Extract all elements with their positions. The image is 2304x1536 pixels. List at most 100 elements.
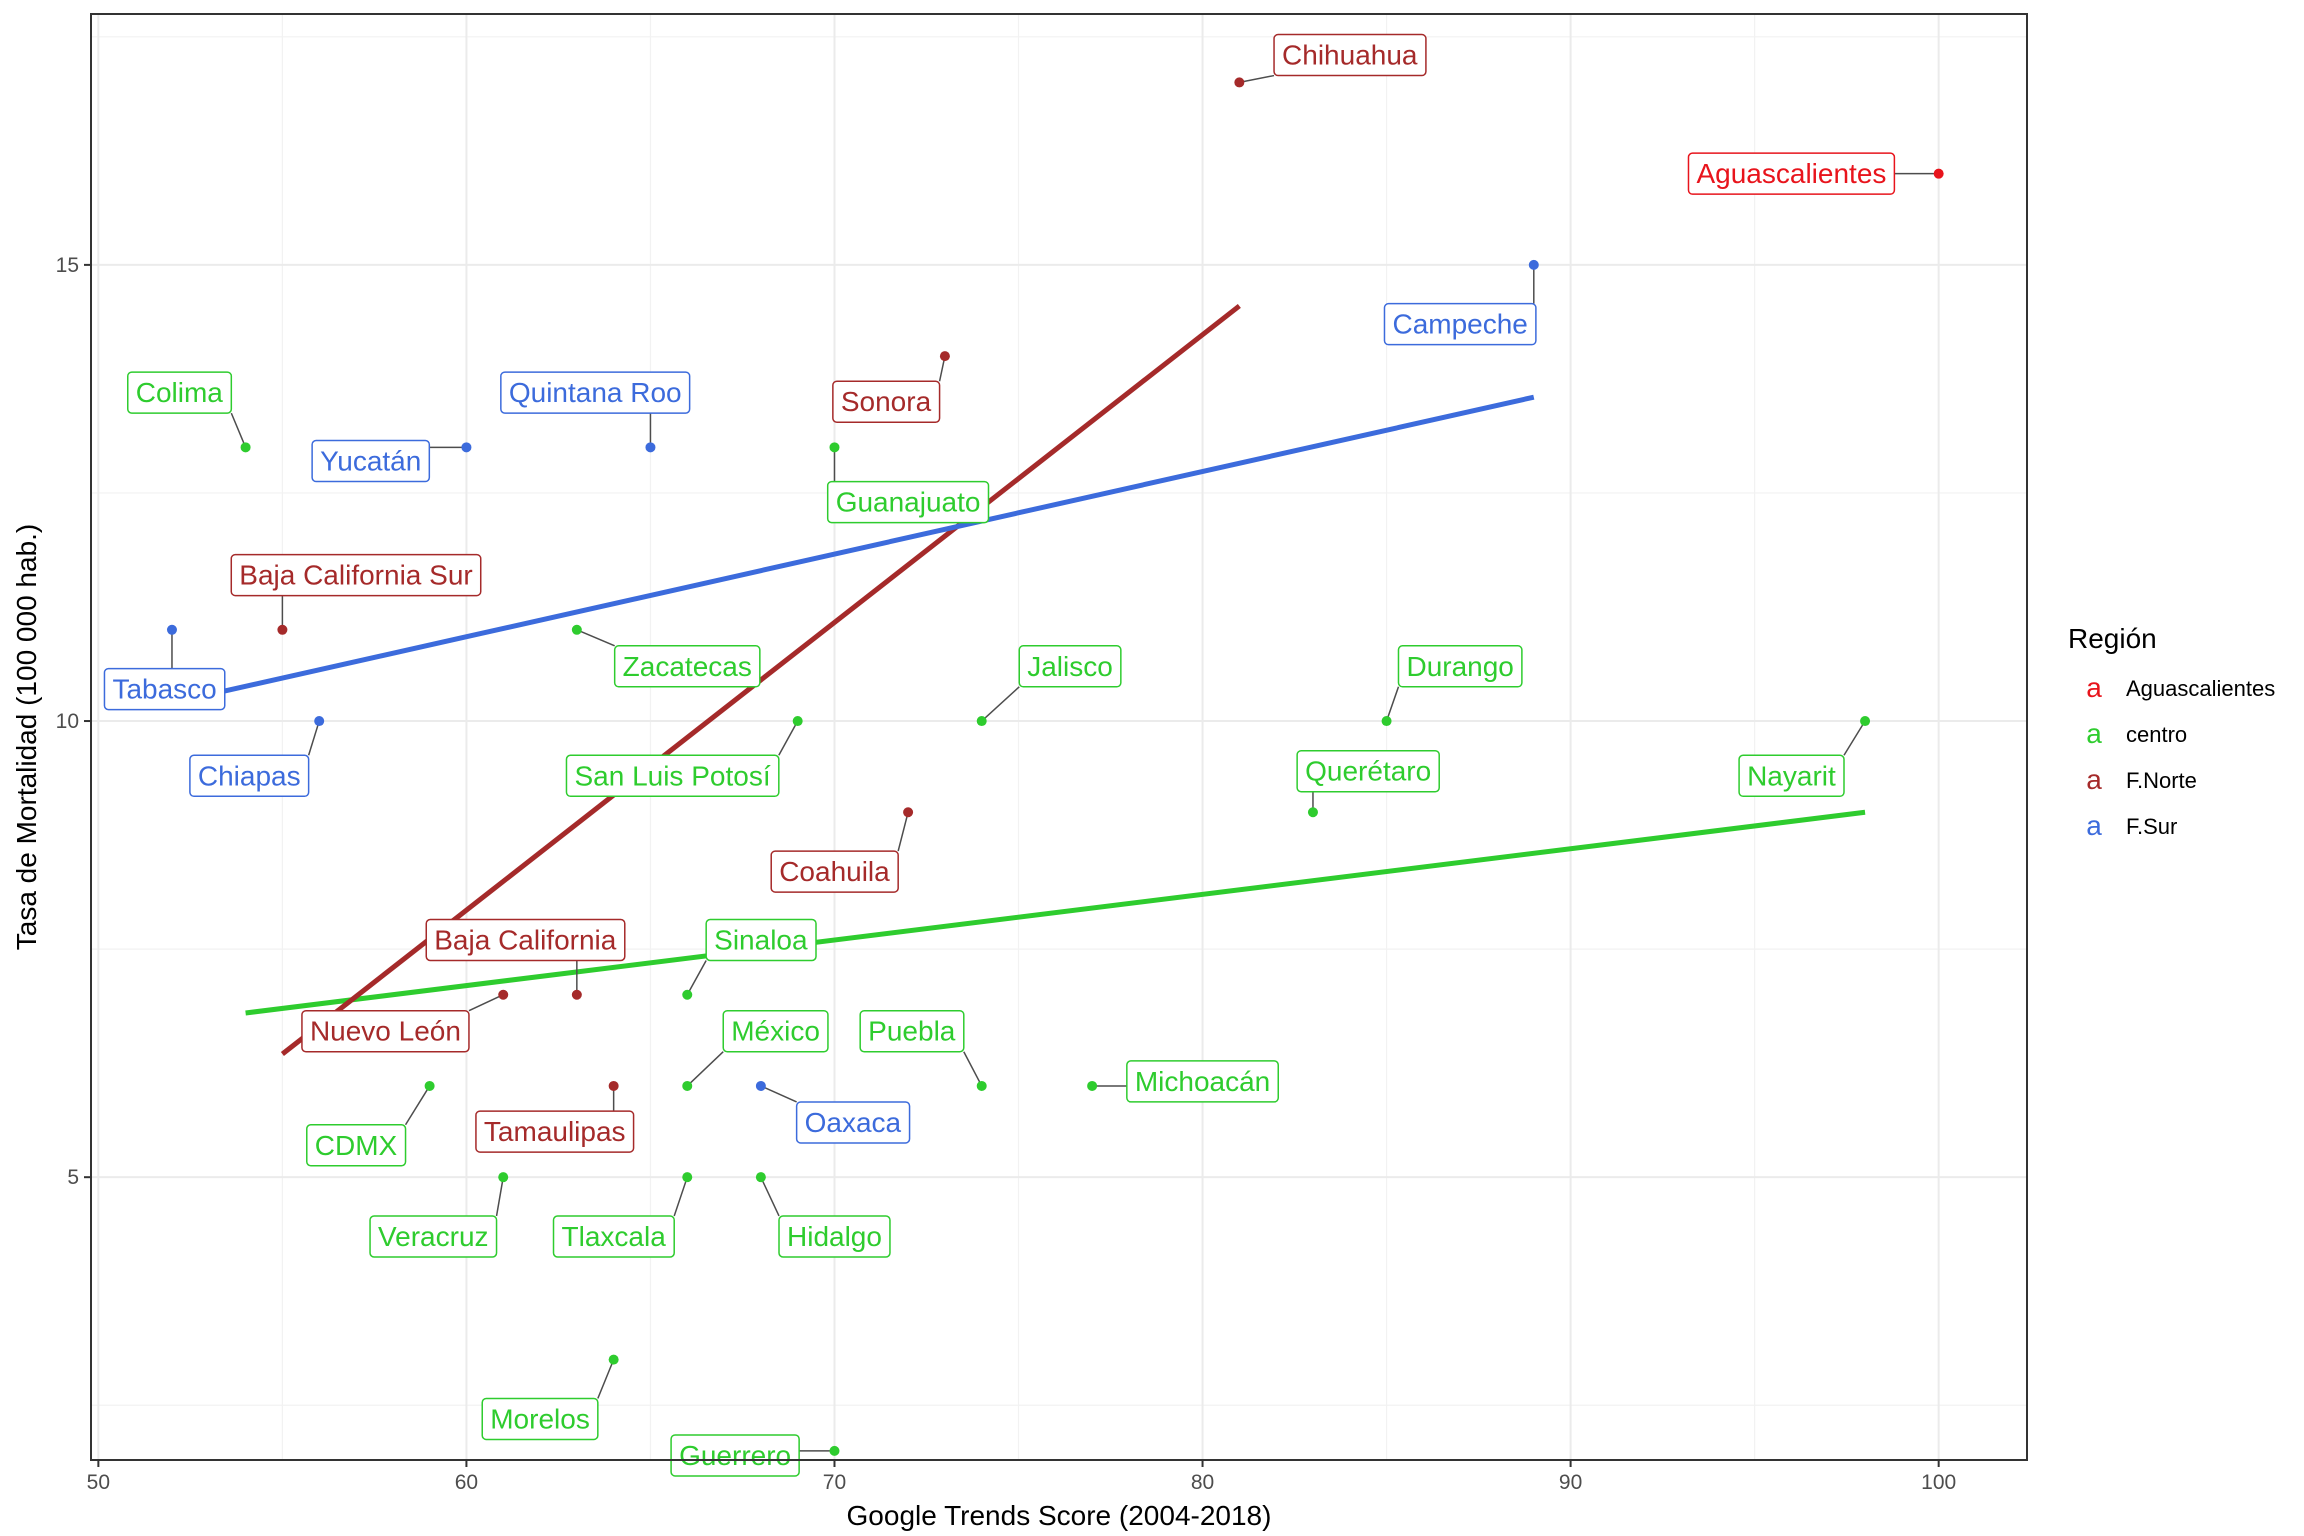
label-box [311, 439, 431, 483]
label-text: Michoacán [1135, 1066, 1270, 1097]
point-tamaulipas [608, 1080, 619, 1091]
point-cdmx [424, 1080, 435, 1091]
legend-label: centro [2126, 722, 2187, 747]
label-box [481, 1397, 599, 1441]
label-text: Tabasco [112, 674, 216, 705]
label-tlaxcala: Tlaxcala [552, 1215, 675, 1258]
fit-line-f-sur [171, 394, 1535, 706]
label-box [565, 754, 780, 798]
leader-line [597, 1359, 615, 1399]
point-veracruz [498, 1172, 509, 1183]
label-box [795, 1101, 911, 1144]
label-text: Guerrero [679, 1440, 791, 1471]
legend-item-aguascalientes: a Aguascalientes [2086, 672, 2275, 703]
label-box [552, 1215, 675, 1258]
label-text: México [731, 1016, 820, 1047]
label-text: Sinaloa [714, 924, 808, 955]
x-tick-label: 100 [1921, 1471, 1956, 1494]
legend-item-f-sur: a F.Sur [2086, 810, 2177, 841]
label-box [1687, 152, 1896, 195]
label-box [722, 1009, 829, 1053]
label-coahuila: Coahuila [770, 850, 899, 893]
label-box [670, 1434, 800, 1477]
leader-line [1843, 720, 1866, 756]
label-guerrero: Guerrero [670, 1434, 800, 1477]
axes: 50 60 70 80 90 100 5 10 15 [56, 254, 1957, 1494]
x-tick-label: 90 [1559, 1471, 1582, 1494]
y-tick-label: 5 [67, 1166, 79, 1189]
label-text: San Luis Potosí [574, 760, 770, 791]
leader-lines [171, 74, 1939, 1452]
label-text: Baja California Sur [239, 560, 472, 591]
label-quintana-roo: Quintana Roo [500, 371, 691, 414]
legend-label: F.Norte [2126, 768, 2197, 793]
y-axis-title: Tasa de Mortalidad (100 000 hab.) [11, 524, 42, 951]
label-box [832, 380, 941, 423]
label-box [1738, 754, 1845, 798]
label-box [859, 1009, 965, 1053]
point-labels: Aguascalientes Colima Guanajuato Zacatecas J… [103, 33, 1896, 1477]
label-yucatan: Yucatán [311, 439, 431, 483]
label-durango: Durango [1397, 645, 1523, 688]
label-text: Sonora [841, 386, 932, 417]
label-text: Guanajuato [836, 487, 981, 518]
label-box [127, 371, 233, 414]
point-nayarit [1860, 716, 1871, 727]
label-text: Jalisco [1027, 651, 1113, 682]
label-text: Oaxaca [805, 1107, 902, 1138]
label-puebla: Puebla [859, 1009, 965, 1053]
grid-layer [91, 14, 2027, 1460]
label-box [770, 850, 899, 893]
data-points [166, 77, 1944, 1456]
leader-line [1385, 686, 1400, 722]
x-axis-title: Google Trends Score (2004-2018) [847, 1500, 1272, 1531]
label-box [705, 918, 817, 962]
label-box [369, 1215, 498, 1258]
point-morelos [608, 1354, 619, 1365]
label-box [613, 645, 761, 688]
leader-line [897, 812, 909, 852]
label-text: Puebla [868, 1016, 956, 1047]
point-mexico [682, 1080, 693, 1091]
point-baja-california [571, 989, 582, 1000]
leader-line [686, 960, 707, 996]
y-tick-label: 10 [56, 710, 79, 733]
label-text: Zacatecas [623, 651, 752, 682]
label-san-luis-potosi: San Luis Potosí [565, 754, 780, 798]
point-aguascalientes [1933, 168, 1944, 179]
label-baja-california-sur: Baja California Sur [230, 553, 482, 597]
point-nuevo-leon [498, 989, 509, 1000]
label-box [425, 918, 626, 962]
label-box [103, 667, 226, 711]
label-box [1018, 645, 1122, 688]
leader-line [230, 412, 247, 448]
point-sonora [939, 351, 950, 362]
label-box [306, 1124, 407, 1167]
label-box [500, 371, 691, 414]
label-zacatecas: Zacatecas [613, 645, 761, 688]
label-box [778, 1215, 891, 1258]
leader-line [760, 1085, 797, 1103]
label-tamaulipas: Tamaulipas [475, 1110, 635, 1153]
label-box [1273, 33, 1427, 77]
point-quintana-roo [645, 442, 656, 453]
label-tabasco: Tabasco [103, 667, 226, 711]
label-michoacan: Michoacán [1126, 1060, 1279, 1103]
label-text: Yucatán [320, 446, 421, 477]
label-text: Coahuila [779, 856, 890, 887]
label-text: Durango [1406, 651, 1513, 682]
leader-line [963, 1051, 983, 1087]
leader-line [468, 994, 504, 1012]
label-text: Nayarit [1747, 760, 1836, 791]
label-box [1397, 645, 1523, 688]
leader-line [307, 720, 320, 756]
leader-line [760, 1176, 780, 1217]
leader-line [495, 1177, 504, 1217]
label-text: Querétaro [1305, 756, 1431, 787]
label-baja-california: Baja California [425, 918, 626, 962]
x-tick-label: 80 [1191, 1471, 1214, 1494]
point-durango [1381, 716, 1392, 727]
label-text: Morelos [490, 1403, 590, 1434]
